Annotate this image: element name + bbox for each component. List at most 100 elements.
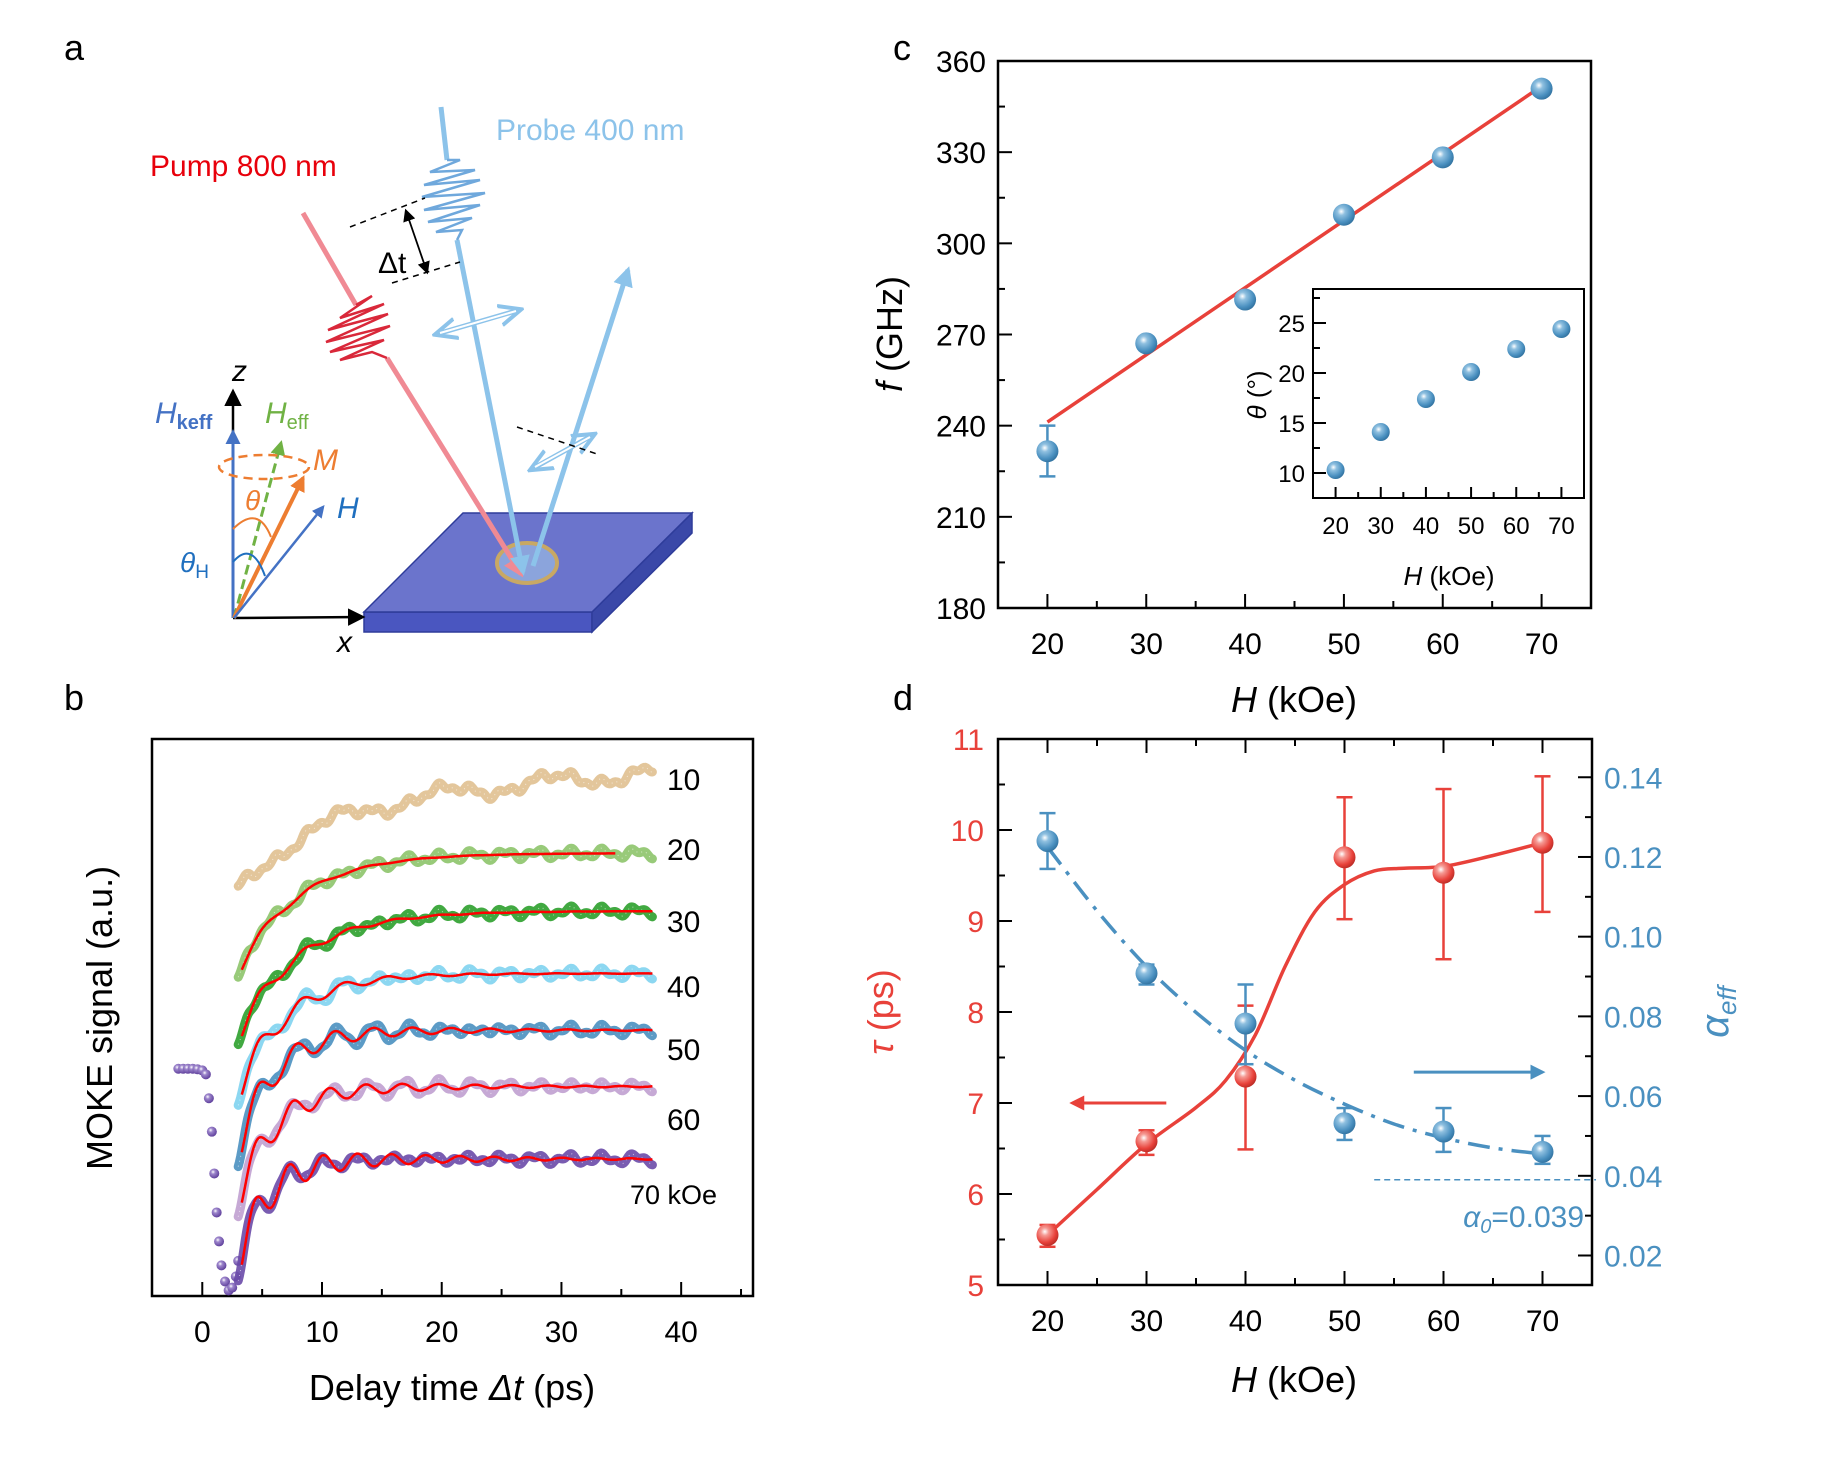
data-point xyxy=(1234,288,1257,311)
x-tick-label: 70 xyxy=(1525,628,1558,661)
inset-data-point xyxy=(1552,320,1571,338)
theta-h-arc xyxy=(232,552,266,577)
right-y-tick-label: 0.06 xyxy=(1604,1081,1662,1114)
y-tick-label: 240 xyxy=(936,411,986,444)
data-point xyxy=(1135,332,1158,355)
h-eff-label: Heff xyxy=(265,397,309,434)
h-label: H xyxy=(337,492,359,525)
inset-x-tick-label: 50 xyxy=(1458,513,1485,540)
inset-y-tick-label: 20 xyxy=(1278,361,1305,388)
alpha0-subscript: 0 xyxy=(1480,1216,1491,1238)
inset-x-axis-label: H (kOe) xyxy=(1403,561,1494,591)
theta-label: θ xyxy=(245,485,260,516)
inset-y-tick-label: 15 xyxy=(1278,411,1305,438)
m-label: M xyxy=(313,444,338,477)
data-point xyxy=(1036,440,1059,463)
panel-label-c: c xyxy=(893,27,911,68)
y-axis-label: MOKE signal (a.u.) xyxy=(79,866,120,1170)
y-tick-label: 180 xyxy=(936,593,986,626)
pre-zero-point xyxy=(211,1207,222,1218)
probe-label: Probe 400 nm xyxy=(496,114,684,147)
fit-curve-60 xyxy=(240,1082,653,1203)
inset-data-point xyxy=(1507,340,1526,358)
x-tick-label: 60 xyxy=(1427,1305,1460,1338)
axis-x-label: x xyxy=(335,626,353,659)
kerr-reference-line xyxy=(516,426,601,456)
theta-h-label: θH xyxy=(180,547,209,583)
fit-curve-tau xyxy=(1046,841,1543,1237)
inset-data-point xyxy=(1416,390,1435,408)
left-y-tick-label: 6 xyxy=(967,1179,984,1212)
data-trace-70-kOe xyxy=(233,1148,657,1286)
y-tick-label: 330 xyxy=(936,137,986,170)
inset-data-point xyxy=(1326,461,1345,479)
theta-arc xyxy=(232,517,272,538)
right-y-tick-label: 0.02 xyxy=(1604,1241,1662,1274)
pre-zero-point xyxy=(220,1276,231,1287)
left-y-tick-label: 5 xyxy=(967,1270,984,1303)
x-tick-label: 50 xyxy=(1327,628,1360,661)
data-point-tau xyxy=(1432,861,1455,884)
inset-data-point xyxy=(1462,363,1481,381)
data-point-alpha_eff xyxy=(1531,1140,1554,1163)
plot-frame xyxy=(150,737,755,1298)
x-tick-label: 20 xyxy=(1031,1305,1064,1338)
frequency-chart: 20 30 40 50 60 70 180 210 240 270 300 330 360 f (GHz… xyxy=(869,46,1593,720)
fit-curve-70-kOe xyxy=(240,1152,653,1265)
relaxation-damping-chart: 20 30 40 50 60 70 5 6 7 8 9 10 11 0.02 0.04 0.06 0.08 0.1… xyxy=(860,724,1742,1400)
pre-zero-point xyxy=(214,1236,225,1247)
pre-zero-point xyxy=(203,1093,214,1104)
inset-y-axis-label: θ (°) xyxy=(1242,370,1272,419)
pump-pulse xyxy=(325,294,391,362)
pre-zero-point xyxy=(206,1126,217,1137)
x-tick-label: 30 xyxy=(545,1316,578,1349)
inset-chart: 20 30 40 50 60 70 10 15 20 25 θ (°) H (kOe) xyxy=(1242,288,1585,591)
data-point-tau xyxy=(1135,1130,1158,1153)
axis-z-label: z xyxy=(231,355,247,388)
y-tick-label: 270 xyxy=(936,320,986,353)
delay-indicator: Δt xyxy=(349,197,461,284)
x-tick-label: 10 xyxy=(305,1316,338,1349)
inset-frame xyxy=(1312,288,1585,499)
data-point-alpha_eff xyxy=(1135,962,1158,985)
fit-curve-20 xyxy=(240,852,616,971)
panel-label-b: b xyxy=(64,677,84,718)
fit-line xyxy=(1046,84,1543,424)
left-y-tick-label: 7 xyxy=(967,1088,984,1121)
x-tick-label: 30 xyxy=(1130,1305,1163,1338)
data-trace-highlight xyxy=(237,1078,653,1217)
x-tick-label: 20 xyxy=(425,1316,458,1349)
trace-label: 40 xyxy=(667,971,700,1004)
moke-chart: 0 10 20 30 40 10 20 30 40 50 60 70 kOe MOKE signal… xyxy=(79,737,755,1408)
panel-label-a: a xyxy=(64,27,85,68)
precession-cone xyxy=(217,453,311,481)
pre-zero-point xyxy=(200,1069,211,1080)
pump-label: Pump 800 nm xyxy=(150,150,337,183)
panel-label-d: d xyxy=(893,677,913,718)
alpha0-symbol: α xyxy=(1463,1201,1481,1234)
trace-label: 60 xyxy=(667,1104,700,1137)
data-point-tau xyxy=(1234,1065,1257,1088)
y-axis-label: f (GHz) xyxy=(869,276,910,392)
x-axis-label: H (kOe) xyxy=(1231,679,1357,720)
data-point-alpha_eff xyxy=(1333,1112,1356,1135)
inset-y-tick-label: 25 xyxy=(1278,311,1305,338)
data-trace-highlight xyxy=(237,766,653,887)
trace-label: 70 kOe xyxy=(630,1180,717,1210)
data-point xyxy=(1431,146,1454,169)
x-tick-label: 20 xyxy=(1031,628,1064,661)
trace-label: 30 xyxy=(667,906,700,939)
right-y-tick-label: 0.04 xyxy=(1604,1161,1662,1194)
data-point-tau xyxy=(1531,831,1554,854)
y-tick-label: 360 xyxy=(936,46,986,79)
data-trace-highlight xyxy=(237,1152,653,1281)
pump-beam xyxy=(300,211,524,578)
inset-x-tick-label: 40 xyxy=(1413,513,1440,540)
alpha0-value: =0.039 xyxy=(1491,1201,1584,1234)
y-tick-label: 210 xyxy=(936,502,986,535)
inset-data-point xyxy=(1371,423,1390,441)
x-tick-label: 0 xyxy=(194,1316,211,1349)
x-tick-label: 50 xyxy=(1328,1305,1361,1338)
incident-polarization-inner xyxy=(439,310,517,334)
